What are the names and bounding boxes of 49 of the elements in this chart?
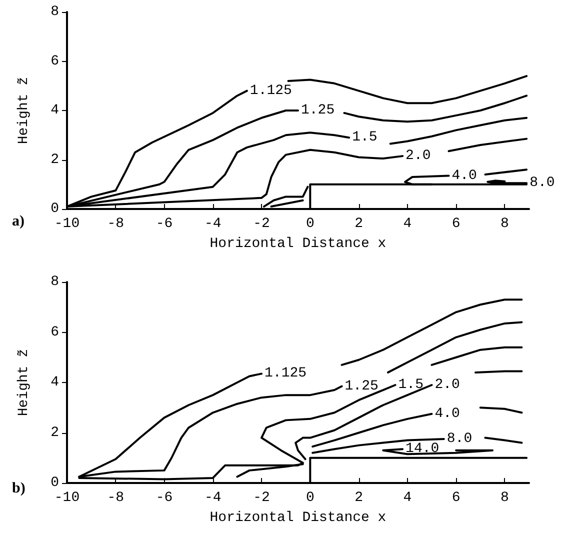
x-tick-label: 2 xyxy=(354,490,363,506)
x-tick-label: 6 xyxy=(452,216,460,232)
series-label: 1.5 xyxy=(398,377,424,394)
x-tick-label: -10 xyxy=(54,216,80,232)
series-label: 1.25 xyxy=(344,378,378,394)
x-tick-label: 4 xyxy=(403,216,412,232)
series-label: 4.0 xyxy=(434,406,460,422)
x-tick-label: -6 xyxy=(156,216,173,232)
x-tick-label: 2 xyxy=(354,216,363,232)
x-tick-label: 6 xyxy=(452,490,460,506)
x-tick-label: 4 xyxy=(403,490,412,506)
series-label: 2.0 xyxy=(406,148,431,164)
x-tick-label: -10 xyxy=(54,490,80,506)
x-tick-label: -2 xyxy=(253,216,270,232)
y-tick-label: 6 xyxy=(50,53,59,70)
y-tick-label: 4 xyxy=(50,374,59,390)
series-label: 2.0 xyxy=(434,377,460,394)
x-tick-label: -4 xyxy=(204,216,222,232)
text: b) xyxy=(12,480,26,496)
y-tick-label: 2 xyxy=(50,152,59,168)
x-axis-title: Horizontal Distance x xyxy=(210,236,386,252)
x-tick-label: -8 xyxy=(107,216,124,232)
text: a) xyxy=(12,214,24,230)
y-tick-label: 6 xyxy=(50,324,59,340)
y-axis-title: Height z̃ xyxy=(16,76,32,144)
y-tick-label: 4 xyxy=(50,102,59,118)
x-tick-label: -8 xyxy=(107,490,124,506)
x-axis-title: Horizontal Distance x xyxy=(210,510,386,526)
x-tick-label: -2 xyxy=(253,490,270,506)
series-label: 8.0 xyxy=(446,431,472,448)
series-label: 1.25 xyxy=(301,102,335,118)
y-tick-label: 0 xyxy=(50,475,59,491)
y-tick-label: 8 xyxy=(50,4,59,20)
series-label: 8.0 xyxy=(530,175,555,192)
y-axis-title: Height z̃ xyxy=(16,348,32,416)
series-label: 1.125 xyxy=(250,82,292,99)
series-label: 1.5 xyxy=(352,130,378,146)
series-label: 1.125 xyxy=(264,366,307,382)
y-tick-label: 0 xyxy=(50,201,59,217)
x-tick-label: -4 xyxy=(204,490,222,506)
y-tick-label: 2 xyxy=(50,424,59,441)
series-label: 14.0 xyxy=(406,441,440,458)
y-tick-label: 8 xyxy=(50,274,59,290)
x-tick-label: 0 xyxy=(306,490,314,506)
x-tick-label: 0 xyxy=(306,216,314,232)
x-tick-label: 8 xyxy=(500,490,509,506)
x-tick-label: -6 xyxy=(156,490,173,506)
series-label: 4.0 xyxy=(452,168,477,184)
x-tick-label: 8 xyxy=(500,216,509,232)
